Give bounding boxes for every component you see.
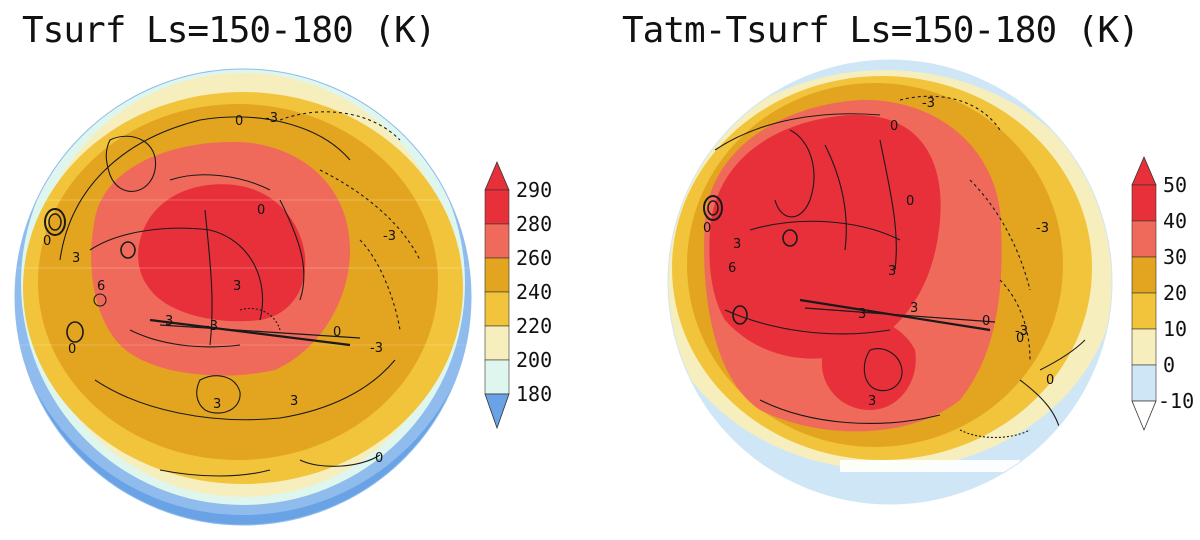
colorbar-tick-label: 280 xyxy=(516,212,552,236)
contour-label: 0 xyxy=(982,314,990,329)
colorbar-tick-label: 200 xyxy=(516,348,552,372)
contour-label: 3 xyxy=(733,237,741,252)
contour-label: 3 xyxy=(72,251,80,266)
colorbar-segment xyxy=(484,325,510,361)
contour-label: 0 xyxy=(68,342,76,357)
colorbar-segment xyxy=(484,223,510,259)
tsurf-colorbar: 290 280 260 240 220 200 180 xyxy=(484,160,552,430)
contour-label: 3 xyxy=(910,301,918,316)
tsurf-globe-outline xyxy=(14,68,472,526)
tsurf-filled-field xyxy=(15,69,471,525)
contour-label: -3 xyxy=(1036,221,1049,236)
contour-label: -3 xyxy=(1015,324,1028,339)
tatm-tsurf-filled-field xyxy=(668,60,1112,504)
tatm-tsurf-contour-labels: -3 0 0 3 6 3 3 3 0 -3 0 -3 3 0 0 xyxy=(703,96,1054,409)
contour-label: 0 xyxy=(1016,331,1024,346)
colorbar-tick-label: 290 xyxy=(516,178,552,202)
colorbar-segment xyxy=(484,257,510,293)
tatm-tsurf-edge-contour xyxy=(1039,339,1086,371)
contour-label: 0 xyxy=(235,114,243,129)
colorbar-tick-label: 50 xyxy=(1163,173,1187,197)
contour-label: 3 xyxy=(213,397,221,412)
tatm-tsurf-globe-outline xyxy=(667,59,1113,505)
contour-label: 3 xyxy=(858,307,866,322)
tsurf-contours xyxy=(44,111,421,477)
tsurf-map: 0 -3 0 3 6 0 3 3 -3 0 -3 0 3 3 0 -3 xyxy=(14,68,552,526)
colorbar-tick-label: 10 xyxy=(1163,317,1187,341)
contour-label: 0 xyxy=(43,234,51,249)
colorbar-tick-label: 180 xyxy=(516,382,552,406)
colorbar-top-arrow xyxy=(1131,155,1157,186)
colorbar-segment xyxy=(484,189,510,225)
contour-label: 6 xyxy=(97,279,105,294)
colorbar-tick-label: 40 xyxy=(1163,209,1187,233)
tatm-tsurf-panel-title: Tatm-Tsurf Ls=150-180 (K) xyxy=(622,10,1140,51)
contour-label: 0 xyxy=(257,203,265,218)
contour-label: 0 xyxy=(890,119,898,134)
colorbar-tick-label: 240 xyxy=(516,280,552,304)
colorbar-bottom-arrow xyxy=(1131,400,1157,432)
colorbar-segment xyxy=(1131,220,1157,258)
tsurf-contour-labels: 0 -3 0 3 6 0 3 3 -3 0 -3 0 3 3 0 -3 xyxy=(43,111,396,466)
tatm-tsurf-panel: Tatm-Tsurf Ls=150-180 (K) xyxy=(600,0,1200,540)
colorbar-tick-label: 0 xyxy=(1163,353,1175,377)
contour-label: -3 xyxy=(383,229,396,244)
contour-label: 3 xyxy=(233,279,241,294)
contour-label: 3 xyxy=(868,394,876,409)
colorbar-tick-label: 30 xyxy=(1163,245,1187,269)
tsurf-panel: Tsurf Ls=150-180 (K) xyxy=(14,10,552,526)
tatm-tsurf-map: -3 0 0 3 6 3 3 3 0 -3 0 -3 3 0 0 50 xyxy=(667,59,1194,505)
contour-label: 0 xyxy=(906,194,914,209)
contour-label: 6 xyxy=(728,261,736,276)
colorbar-bottom-arrow xyxy=(484,393,510,430)
tatm-tsurf-contours xyxy=(703,95,1061,438)
contour-label: 3 xyxy=(888,264,896,279)
tsurf-panel-title: Tsurf Ls=150-180 (K) xyxy=(22,10,436,51)
colorbar-tick-label: -10 xyxy=(1158,389,1194,413)
contour-label: 0 xyxy=(703,221,711,236)
colorbar-segment xyxy=(1131,328,1157,366)
contour-label: -3 xyxy=(922,96,935,111)
tatm-tsurf-colorbar: 50 40 30 20 10 0 -10 xyxy=(1131,155,1194,432)
colorbar-segment xyxy=(1131,292,1157,330)
contour-label: -3 xyxy=(265,111,278,126)
contour-label: -3 xyxy=(205,319,218,334)
contour-label: 3 xyxy=(290,394,298,409)
colorbar-top-arrow xyxy=(484,160,510,191)
colorbar-tick-label: 20 xyxy=(1163,281,1187,305)
colorbar-segment xyxy=(484,359,510,395)
colorbar-segment xyxy=(1131,256,1157,294)
colorbar-segment xyxy=(1131,184,1157,222)
contour-label: 0 xyxy=(375,451,383,466)
contour-label: 0 xyxy=(1046,373,1054,388)
colorbar-segment xyxy=(484,291,510,327)
colorbar-tick-label: 260 xyxy=(516,246,552,270)
contour-label: 0 xyxy=(333,325,341,340)
colorbar-segment xyxy=(1131,364,1157,402)
contour-label: 3 xyxy=(165,314,173,329)
contour-label: -3 xyxy=(370,341,383,356)
colorbar-tick-label: 220 xyxy=(516,314,552,338)
